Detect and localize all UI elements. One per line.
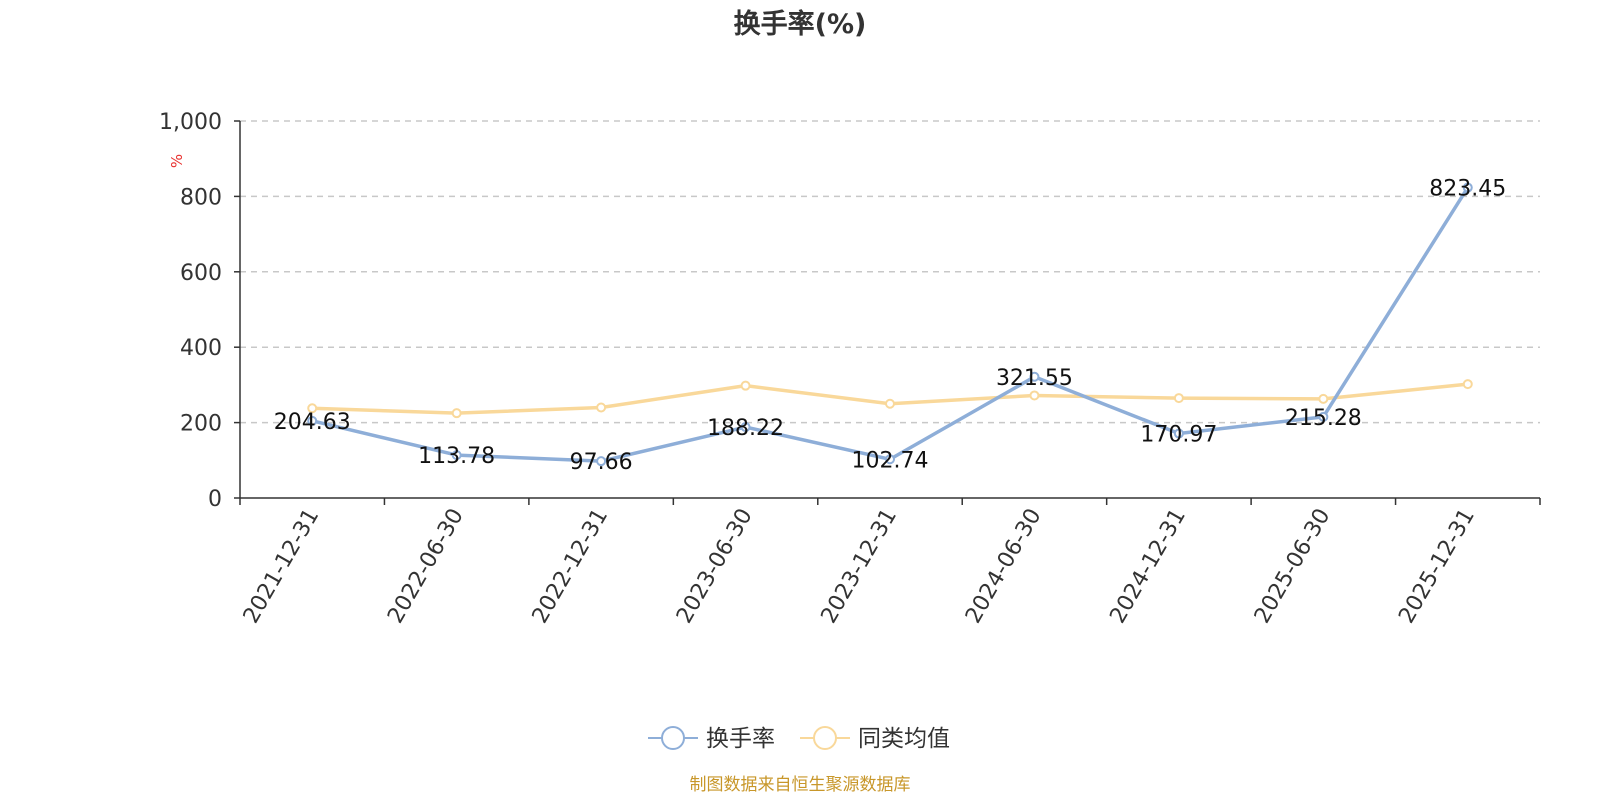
data-label: 170.97 — [1140, 423, 1217, 448]
chart-title: 换手率(%) — [734, 8, 867, 40]
legend-item[interactable]: 同类均值 — [800, 726, 950, 752]
y-tick-label: 400 — [180, 336, 222, 361]
legend-label: 同类均值 — [858, 726, 950, 752]
x-tick-label: 2022-12-31 — [528, 505, 614, 628]
x-tick-label: 2025-12-31 — [1394, 505, 1480, 628]
data-label: 188.22 — [707, 416, 784, 441]
x-tick-label: 2022-06-30 — [383, 504, 469, 627]
series-point — [1318, 393, 1329, 404]
series-point — [1462, 182, 1473, 193]
series-point — [740, 380, 751, 391]
axes: 0 200 400 600 800 1,000 2021-12-31 2022-06-30 20… — [159, 110, 1541, 628]
data-label: 113.78 — [418, 444, 495, 469]
x-tick-label: 2023-12-31 — [817, 505, 903, 628]
x-tick-label: 2021-12-31 — [239, 505, 325, 628]
data-label: 215.28 — [1285, 406, 1362, 431]
series-point — [1173, 393, 1184, 404]
x-tick-label: 2024-06-30 — [961, 505, 1047, 628]
series-point — [885, 398, 895, 409]
y-tick-label: 800 — [180, 185, 222, 210]
legend-circle-icon — [813, 726, 837, 750]
series-point — [1462, 379, 1473, 390]
series — [307, 182, 1473, 467]
series-point — [596, 456, 607, 467]
y-tick-label: 0 — [208, 487, 222, 512]
legend: 换手率 同类均值 — [648, 726, 950, 752]
grid — [240, 120, 1540, 424]
data-labels: 204.63 113.78 97.66 188.22 102.74 321.55 170.9… — [274, 177, 1507, 476]
source-note: 制图数据来自恒生聚源数据库 — [690, 775, 911, 795]
data-label: 97.66 — [570, 450, 633, 475]
series-point — [307, 403, 318, 414]
y-tick-label: 1,000 — [159, 110, 222, 135]
x-tick-label: 2023-06-30 — [672, 505, 758, 628]
series-point — [451, 450, 462, 461]
series-point — [307, 415, 318, 426]
legend-label: 换手率 — [706, 726, 775, 752]
series-point — [885, 454, 895, 465]
series-point — [1029, 371, 1040, 382]
y-tick-label: 600 — [180, 261, 222, 286]
series-point — [1029, 390, 1040, 401]
data-label: 823.45 — [1429, 177, 1506, 202]
data-label: 321.55 — [996, 366, 1073, 391]
y-axis-unit: % — [168, 154, 186, 168]
series-point — [740, 422, 751, 433]
x-tick-label: 2024-12-31 — [1105, 505, 1191, 628]
series-point — [1173, 428, 1184, 439]
data-label: 204.63 — [274, 410, 351, 435]
legend-circle-icon — [661, 726, 685, 750]
data-label: 102.74 — [852, 448, 929, 473]
legend-item[interactable]: 换手率 — [648, 726, 775, 752]
series-point — [596, 402, 607, 413]
series-point — [1318, 411, 1329, 422]
series-point — [451, 408, 462, 419]
y-tick-label: 200 — [180, 412, 222, 437]
x-tick-label: 2025-06-30 — [1250, 505, 1336, 628]
